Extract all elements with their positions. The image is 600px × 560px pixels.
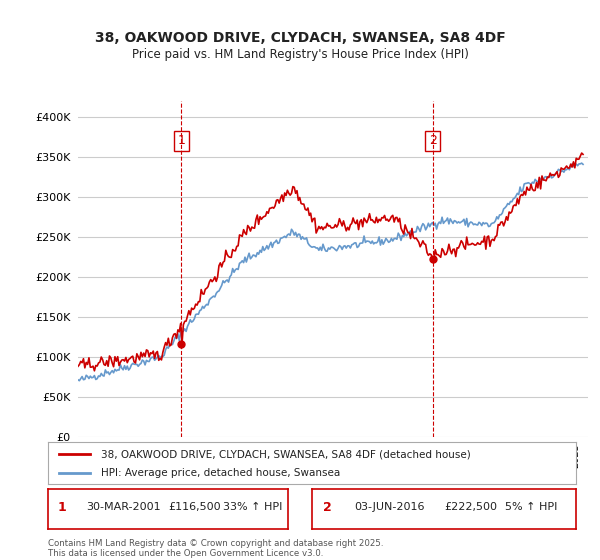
Text: 33% ↑ HPI: 33% ↑ HPI — [223, 502, 283, 512]
Text: 5% ↑ HPI: 5% ↑ HPI — [505, 502, 557, 512]
Text: 38, OAKWOOD DRIVE, CLYDACH, SWANSEA, SA8 4DF: 38, OAKWOOD DRIVE, CLYDACH, SWANSEA, SA8… — [95, 31, 505, 45]
Text: 2: 2 — [429, 134, 437, 147]
Text: £116,500: £116,500 — [168, 502, 221, 512]
Text: £222,500: £222,500 — [444, 502, 497, 512]
Text: 1: 1 — [178, 134, 185, 147]
Text: 03-JUN-2016: 03-JUN-2016 — [354, 502, 425, 512]
Text: Contains HM Land Registry data © Crown copyright and database right 2025.
This d: Contains HM Land Registry data © Crown c… — [48, 539, 383, 558]
Text: Price paid vs. HM Land Registry's House Price Index (HPI): Price paid vs. HM Land Registry's House … — [131, 48, 469, 60]
Text: 30-MAR-2001: 30-MAR-2001 — [86, 502, 161, 512]
Text: HPI: Average price, detached house, Swansea: HPI: Average price, detached house, Swan… — [101, 468, 340, 478]
Text: 38, OAKWOOD DRIVE, CLYDACH, SWANSEA, SA8 4DF (detached house): 38, OAKWOOD DRIVE, CLYDACH, SWANSEA, SA8… — [101, 449, 470, 459]
Text: 1: 1 — [58, 501, 67, 514]
Text: 2: 2 — [323, 501, 331, 514]
